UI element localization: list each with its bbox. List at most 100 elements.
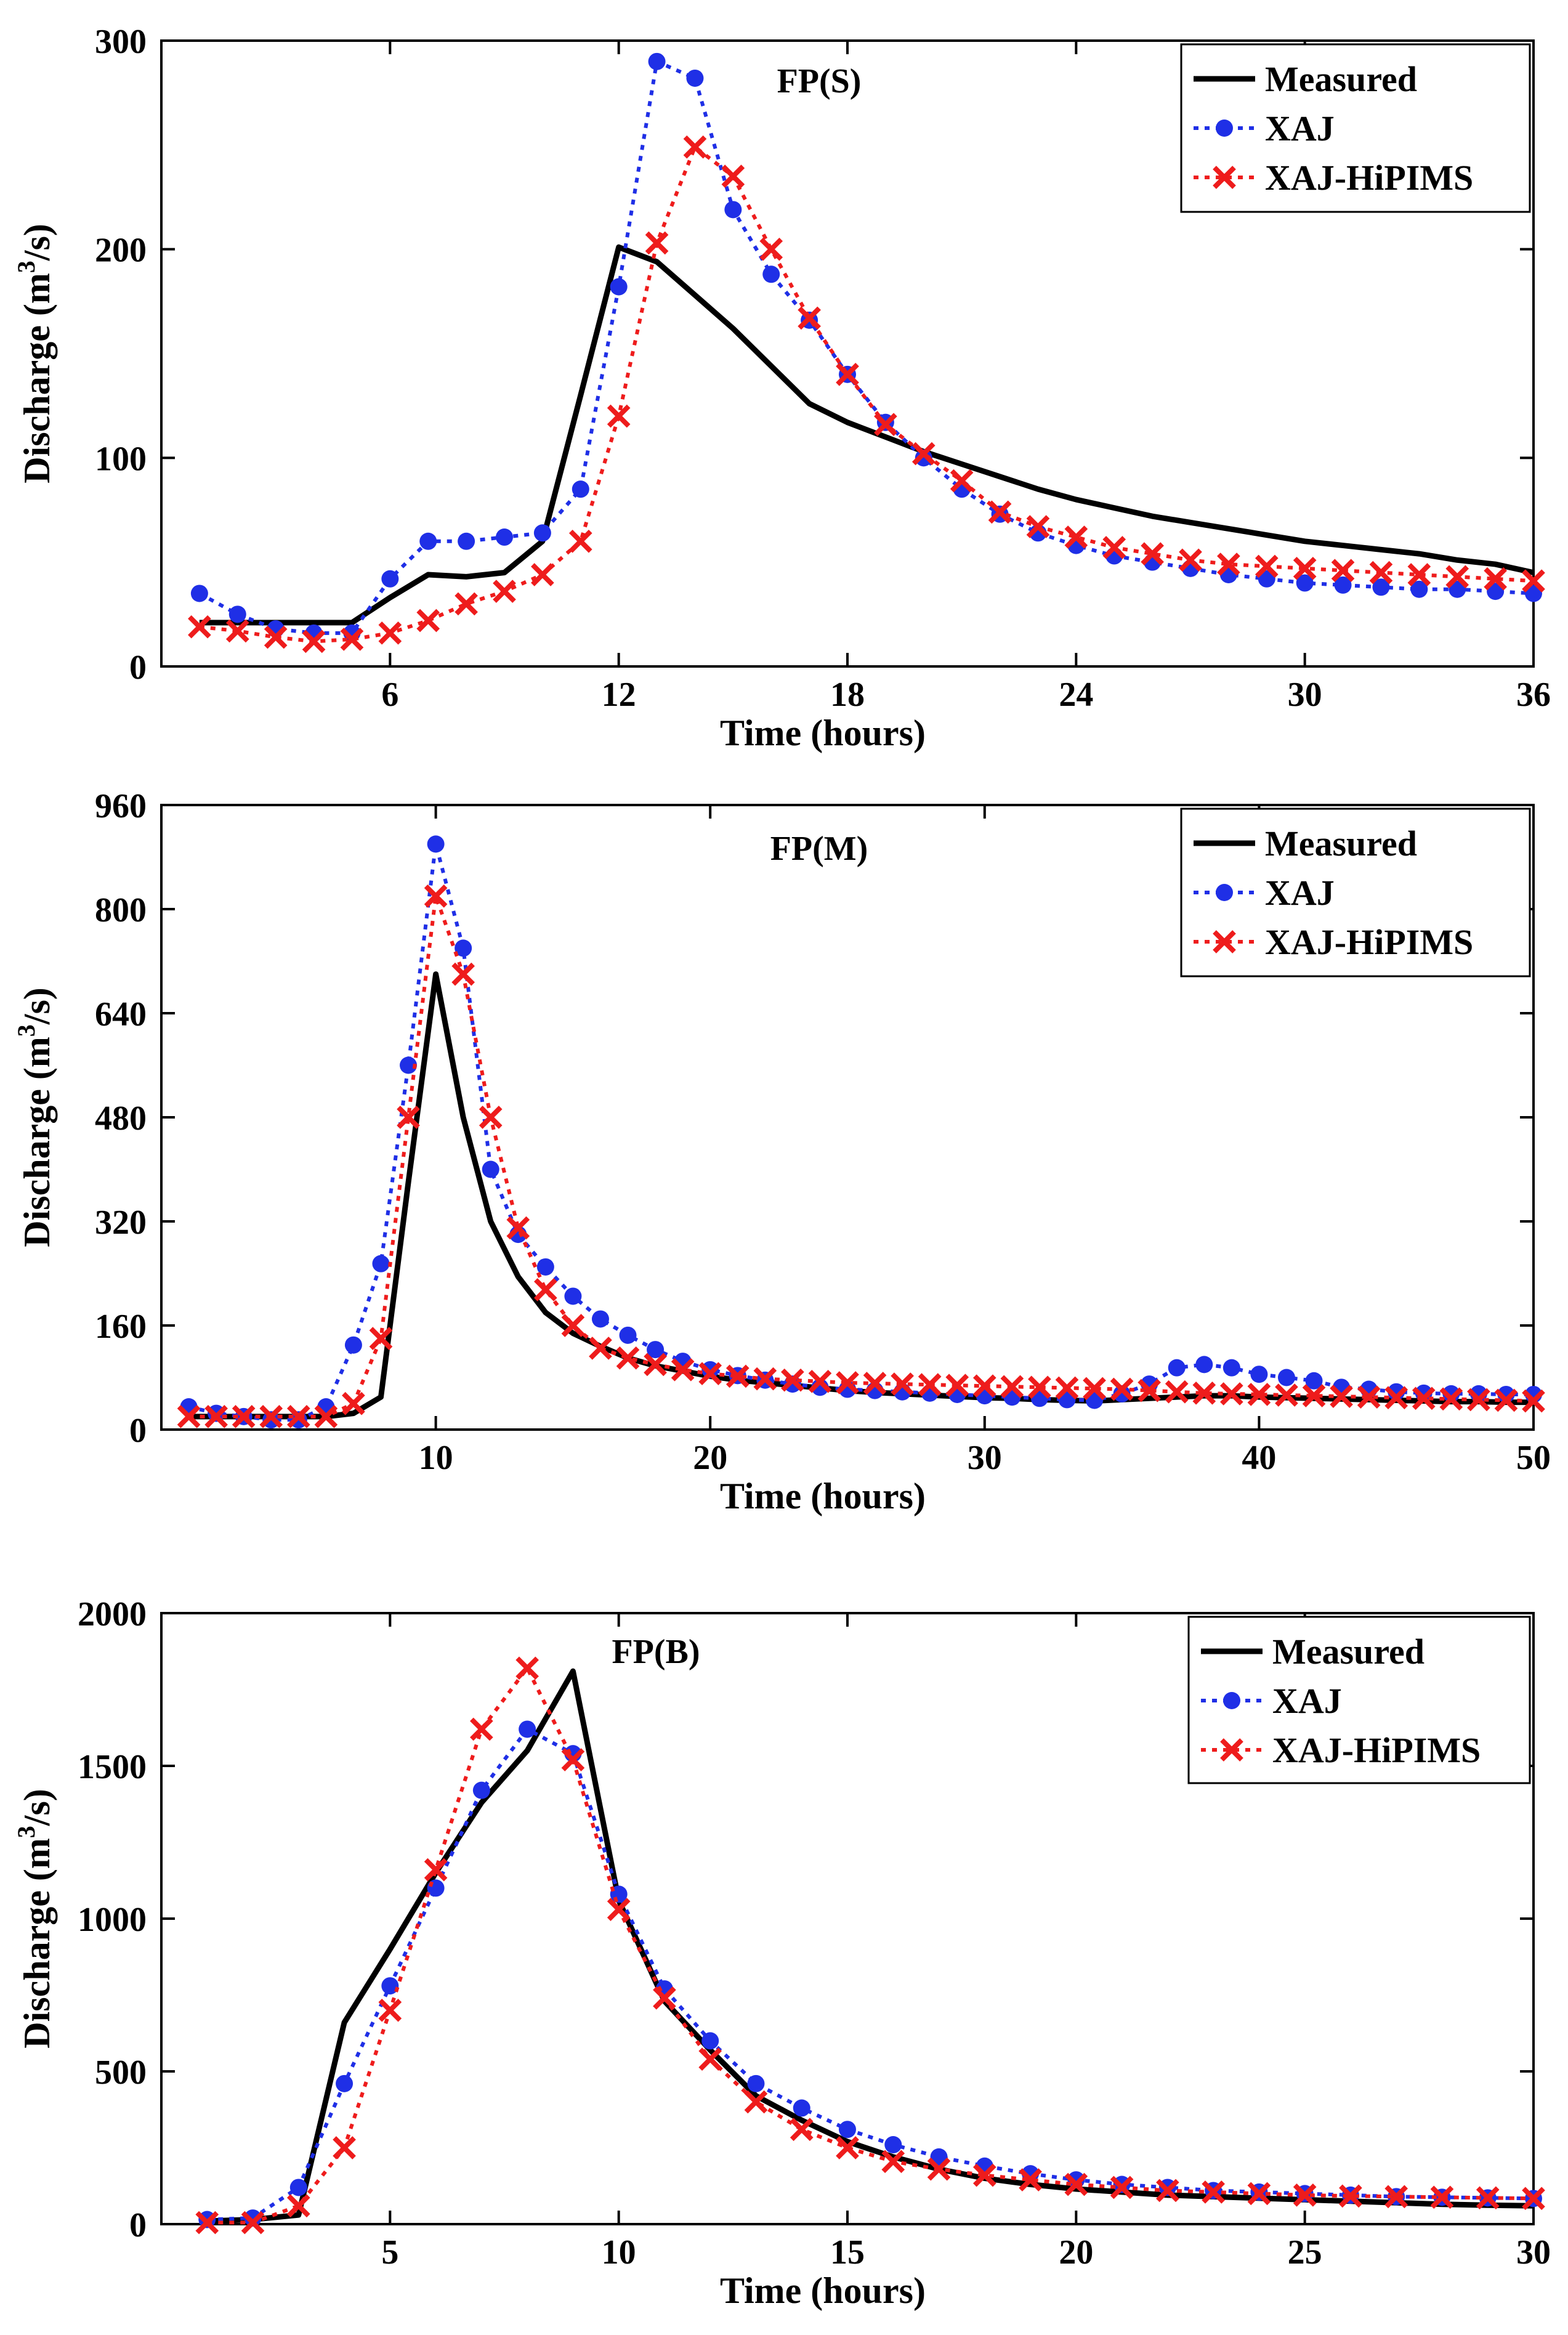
- data-point-stroke: [1369, 560, 1393, 585]
- data-point: [918, 1373, 942, 1396]
- data-point: [259, 1405, 283, 1428]
- legend: Measured XAJ XAJ-HiPIMS: [1180, 807, 1531, 977]
- data-point: [972, 2163, 996, 2187]
- data-point-stroke: [506, 1216, 530, 1240]
- x-tick-label: 6: [381, 676, 398, 714]
- data-point: [1026, 515, 1050, 538]
- data-point-stroke: [1102, 536, 1126, 559]
- data-point: [397, 1106, 420, 1129]
- data-point: [950, 469, 974, 493]
- series-xaj-hipims: [195, 1656, 1545, 2235]
- data-point: [671, 1358, 695, 1382]
- data-point: [762, 265, 780, 283]
- data-point-stroke: [1019, 2168, 1042, 2191]
- data-point-stroke: [1179, 548, 1202, 572]
- series-line: [188, 842, 1534, 1422]
- data-point: [472, 1781, 490, 1799]
- data-point: [340, 628, 364, 651]
- data-point: [686, 69, 704, 87]
- data-point: [336, 2074, 354, 2092]
- data-point: [1000, 1375, 1024, 1399]
- data-point-stroke: [1302, 1384, 1326, 1407]
- data-point-stroke: [302, 629, 326, 654]
- chart-panel-1: 6 12 18 24 30 36 0 100 200 300 Time (hours) Dischar…: [12, 23, 1551, 753]
- data-point-stroke: [698, 1362, 722, 1385]
- data-point: [1156, 2179, 1179, 2203]
- data-point: [1293, 2183, 1317, 2207]
- data-point-stroke: [644, 1353, 667, 1377]
- data-point-stroke: [945, 1374, 969, 1398]
- data-point-stroke: [1439, 1387, 1463, 1411]
- data-point-stroke: [286, 2194, 310, 2218]
- y-tick-label: 0: [129, 1412, 147, 1450]
- data-point: [1064, 525, 1088, 549]
- data-point-stroke: [1467, 1388, 1490, 1412]
- data-point-stroke: [1110, 1377, 1134, 1401]
- data-point: [531, 563, 554, 586]
- data-point: [1019, 2168, 1042, 2191]
- data-point-stroke: [698, 2047, 722, 2071]
- data-point: [1277, 1369, 1295, 1386]
- legend-marker: [1216, 119, 1233, 137]
- data-point-stroke: [798, 306, 821, 330]
- data-point-stroke: [1220, 1382, 1243, 1406]
- y-axis-label: Discharge (m3/s): [12, 224, 57, 484]
- legend-label: XAJ: [1272, 1681, 1342, 1721]
- data-point-stroke: [378, 1998, 402, 2022]
- x-tick-label: 30: [1288, 676, 1322, 714]
- data-point-stroke: [1138, 1378, 1161, 1402]
- data-point: [458, 532, 475, 550]
- data-point: [1412, 1386, 1436, 1410]
- data-point: [1339, 2184, 1362, 2208]
- data-point: [1055, 1376, 1079, 1400]
- data-point-stroke: [568, 529, 592, 553]
- legend-item: XAJ-HiPIMS: [1194, 158, 1473, 198]
- data-point-stroke: [1522, 569, 1545, 593]
- data-point: [381, 1977, 399, 1995]
- data-point-stroke: [1192, 1382, 1216, 1405]
- data-point: [1369, 560, 1393, 585]
- data-point: [927, 2157, 951, 2181]
- data-point: [378, 1998, 402, 2022]
- data-point-stroke: [1255, 554, 1279, 578]
- data-point: [1110, 1377, 1134, 1401]
- data-point-stroke: [1476, 2186, 1500, 2210]
- legend-item: XAJ: [1194, 108, 1335, 148]
- data-point: [561, 1314, 585, 1337]
- data-point: [506, 1216, 530, 1240]
- data-point: [369, 1327, 393, 1350]
- data-point-stroke: [972, 1374, 996, 1398]
- data-point: [1296, 574, 1314, 592]
- y-tick-label: 2000: [78, 1595, 147, 1633]
- data-point-stroke: [259, 1405, 283, 1428]
- data-point-stroke: [607, 1898, 631, 1921]
- data-point: [564, 1287, 582, 1305]
- data-point-stroke: [1000, 1375, 1024, 1399]
- data-point: [1220, 1382, 1243, 1406]
- data-point-stroke: [314, 1405, 338, 1428]
- legend-marker: [1213, 930, 1236, 953]
- data-point-stroke: [607, 404, 631, 428]
- data-point-stroke: [891, 1372, 914, 1396]
- data-point-stroke: [1494, 1388, 1518, 1412]
- data-point-stroke: [616, 1346, 640, 1370]
- data-point: [482, 1160, 499, 1178]
- y-tick-label: 500: [95, 2054, 147, 2092]
- data-point: [561, 1748, 585, 1771]
- data-point: [616, 1346, 640, 1370]
- data-point-stroke: [333, 2136, 356, 2159]
- data-point-stroke: [479, 1106, 503, 1129]
- data-point: [1275, 1383, 1298, 1407]
- series-line: [207, 1727, 1534, 2222]
- data-point: [568, 529, 592, 553]
- x-tick-label: 40: [1242, 1439, 1276, 1477]
- data-point-stroke: [225, 619, 249, 643]
- x-axis-label: Time (hours): [720, 2270, 926, 2311]
- data-point-stroke: [340, 628, 364, 651]
- data-point-stroke: [863, 1372, 887, 1395]
- data-point: [863, 1372, 887, 1395]
- data-point: [241, 2211, 265, 2235]
- data-point-stroke: [781, 1368, 804, 1392]
- x-tick-label: 18: [830, 676, 865, 714]
- data-point: [400, 1056, 418, 1074]
